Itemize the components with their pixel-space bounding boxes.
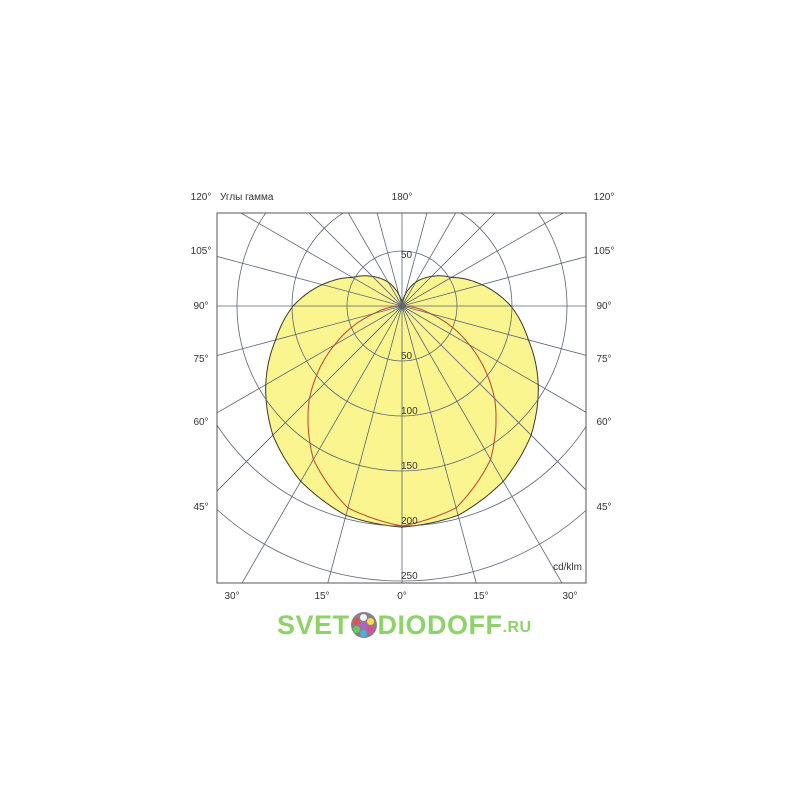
angle-label-right: 75° xyxy=(596,354,611,365)
series-1-point xyxy=(265,384,267,386)
series-1-point xyxy=(351,276,354,278)
angle-label-bottom: 30° xyxy=(562,591,577,602)
series-1-point xyxy=(345,514,347,516)
series-1-point xyxy=(387,281,389,283)
angle-label-bottom: 15° xyxy=(473,591,488,602)
grid-spoke-30 xyxy=(401,305,563,583)
series-1-point xyxy=(415,281,417,283)
grid-spoke-195 xyxy=(376,213,403,307)
led-dot xyxy=(359,622,367,629)
angle-label-right: 90° xyxy=(596,301,611,312)
series-2-point xyxy=(493,397,496,400)
grid-spoke-240 xyxy=(240,213,403,307)
series-1-point xyxy=(430,275,433,278)
grid-spoke-210 xyxy=(347,213,403,307)
series-2-point xyxy=(401,525,403,527)
radial-tick-label: 50 xyxy=(401,351,413,362)
angle-label-left: 105° xyxy=(191,246,212,257)
grid-spoke-285 xyxy=(217,305,403,356)
angle-label-top: 180° xyxy=(392,192,413,203)
series-1-point xyxy=(272,434,274,436)
series-2-point xyxy=(347,507,349,509)
series-1-point xyxy=(321,284,323,286)
watermark-logo: SVET DIODOFF .RU xyxy=(277,610,532,640)
grid-spoke-45 xyxy=(401,305,586,491)
angle-label-left: 75° xyxy=(193,354,208,365)
watermark-text-2: DIODOFF xyxy=(377,609,503,640)
angle-label-bottom: 15° xyxy=(314,591,329,602)
series-1-point xyxy=(292,305,294,307)
grid-spoke-330 xyxy=(241,305,403,583)
led-dot xyxy=(352,618,360,625)
series-1-point xyxy=(398,294,400,296)
grid-spoke-15 xyxy=(401,305,477,583)
series-1-point xyxy=(457,514,459,516)
series-1-point xyxy=(404,294,406,296)
grid-spoke-165 xyxy=(401,213,428,307)
series-2-point xyxy=(373,312,375,315)
grid-spoke-60 xyxy=(401,305,586,413)
grid-spoke-225 xyxy=(308,213,403,307)
series-1-point xyxy=(401,526,403,528)
led-dot xyxy=(366,618,374,625)
grid-spoke-75 xyxy=(401,305,586,356)
series-2-point xyxy=(455,507,457,509)
series-1-point xyxy=(300,480,302,482)
grid-spoke-105 xyxy=(401,256,586,307)
series-1-point xyxy=(481,284,483,286)
series-1-point xyxy=(502,480,504,482)
series-1-point xyxy=(527,339,530,341)
grid-spoke-345 xyxy=(327,305,403,583)
radial-tick-label-top: 50 xyxy=(401,250,413,261)
watermark-text-1: SVET xyxy=(277,609,350,640)
series-2-point xyxy=(333,344,335,346)
series-1-point xyxy=(450,276,453,278)
series-1-point xyxy=(530,434,532,436)
led-dot xyxy=(359,630,367,637)
grid-spoke-300 xyxy=(217,305,403,414)
series-1-point xyxy=(371,275,374,278)
angle-label-right: 105° xyxy=(594,246,615,257)
angle-label-left: 45° xyxy=(193,502,208,513)
series-2-point xyxy=(401,305,403,307)
angle-label-corner-right: 120° xyxy=(594,192,615,203)
series-2-point xyxy=(308,397,311,400)
plot-frame xyxy=(216,212,587,584)
watermark-suffix: .RU xyxy=(502,619,532,636)
grid-spoke-255 xyxy=(217,256,403,307)
angle-label-left: 90° xyxy=(193,301,208,312)
series-2-point xyxy=(469,344,471,346)
angle-label-bottom: 30° xyxy=(224,591,239,602)
angle-label-bottom: 0° xyxy=(397,591,407,602)
series-1-point xyxy=(274,339,277,341)
grid-spoke-315 xyxy=(217,305,403,492)
led-dot-icon xyxy=(350,612,377,638)
led-dot xyxy=(359,614,367,621)
angle-label-corner-left: 120° xyxy=(191,192,212,203)
corner-label: Углы гамма xyxy=(220,192,274,203)
series-2-point xyxy=(429,312,431,315)
unit-label: cd/klm xyxy=(553,562,582,573)
radial-tick-label: 250 xyxy=(401,571,418,582)
angle-label-right: 45° xyxy=(596,502,611,513)
angle-label-right: 60° xyxy=(596,417,611,428)
series-1-point xyxy=(537,384,539,386)
series-2-point xyxy=(312,458,315,460)
led-dot xyxy=(366,626,374,633)
led-dot xyxy=(352,626,360,633)
grid-spoke-150 xyxy=(401,213,457,307)
radial-tick-label: 100 xyxy=(401,406,418,417)
grid-spoke-135 xyxy=(401,213,496,307)
radial-tick-label: 150 xyxy=(401,461,418,472)
angle-label-left: 60° xyxy=(193,417,208,428)
radial-tick-label: 200 xyxy=(401,516,418,527)
grid-spoke-120 xyxy=(401,213,564,307)
series-2-point xyxy=(489,458,492,460)
series-1-point xyxy=(510,305,512,307)
